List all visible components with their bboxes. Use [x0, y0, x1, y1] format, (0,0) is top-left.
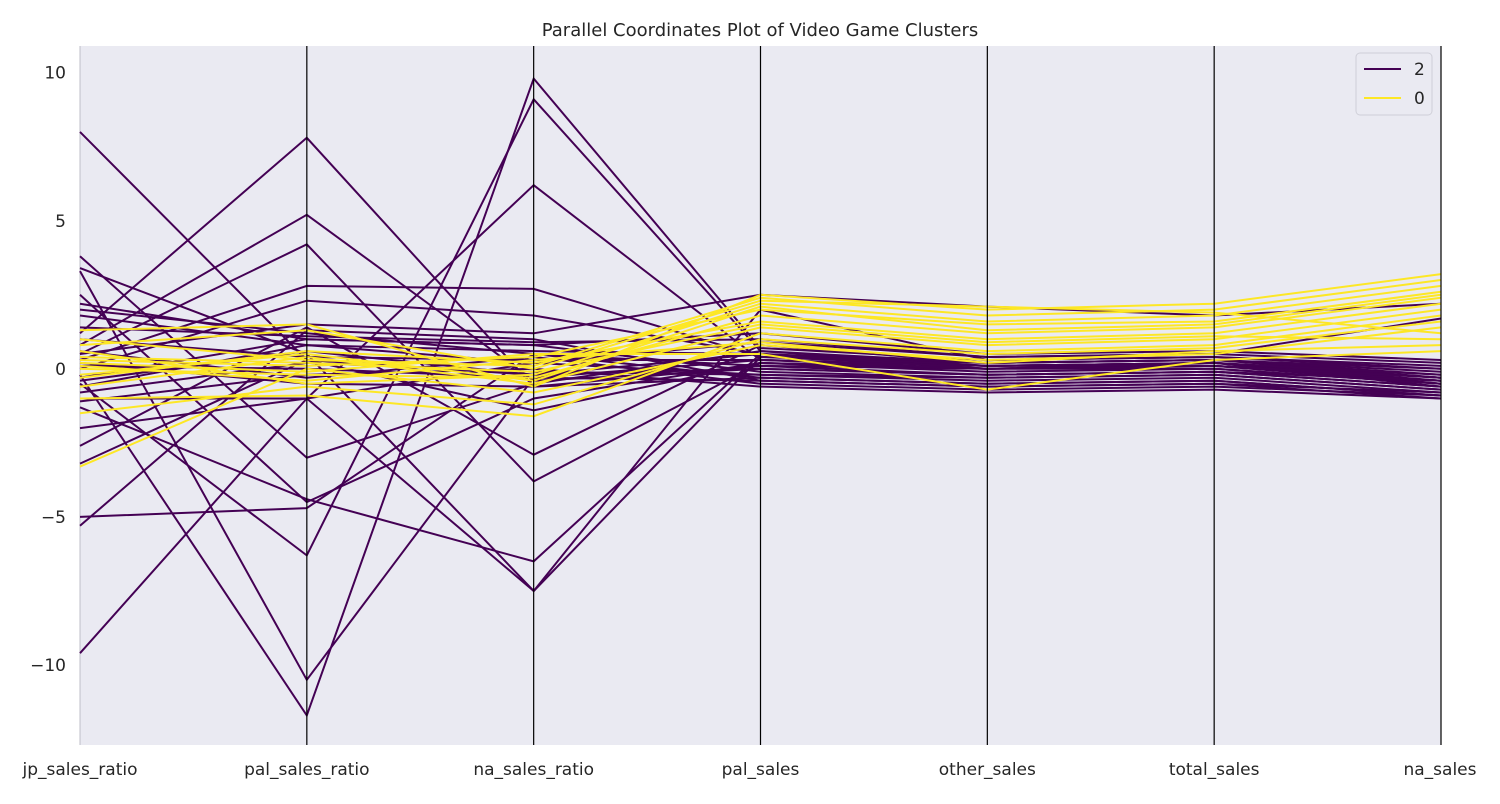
x-axis-labels-layer: jp_sales_ratio pal_sales_ratio na_sales_ra… [21, 760, 1476, 780]
x-axis-label-total_sales: total_sales [1169, 760, 1260, 780]
legend: 20 [1355, 52, 1433, 116]
axes-layer [306, 46, 1442, 745]
chart-title: Parallel Coordinates Plot of Video Game … [542, 20, 979, 41]
x-axis-label-pal_sales: pal_sales [722, 760, 800, 780]
legend-label-0: 0 [1414, 89, 1425, 109]
legend-label-2: 2 [1414, 60, 1425, 80]
y-tick-label: 5 [55, 212, 66, 232]
y-tick-label: −10 [30, 656, 66, 676]
x-axis-label-na_sales: na_sales [1403, 760, 1476, 780]
x-axis-label-na_sales_ratio: na_sales_ratio [473, 760, 594, 780]
x-axis-label-other_sales: other_sales [939, 760, 1036, 780]
x-axis-label-jp_sales_ratio: jp_sales_ratio [21, 760, 137, 780]
y-ticks-layer: 10 5 0 −5 −10 [30, 64, 66, 676]
x-axis-label-pal_sales_ratio: pal_sales_ratio [244, 760, 369, 780]
y-tick-label: 10 [44, 64, 66, 84]
y-tick-label: −5 [41, 508, 66, 528]
y-tick-label: 0 [55, 360, 66, 380]
